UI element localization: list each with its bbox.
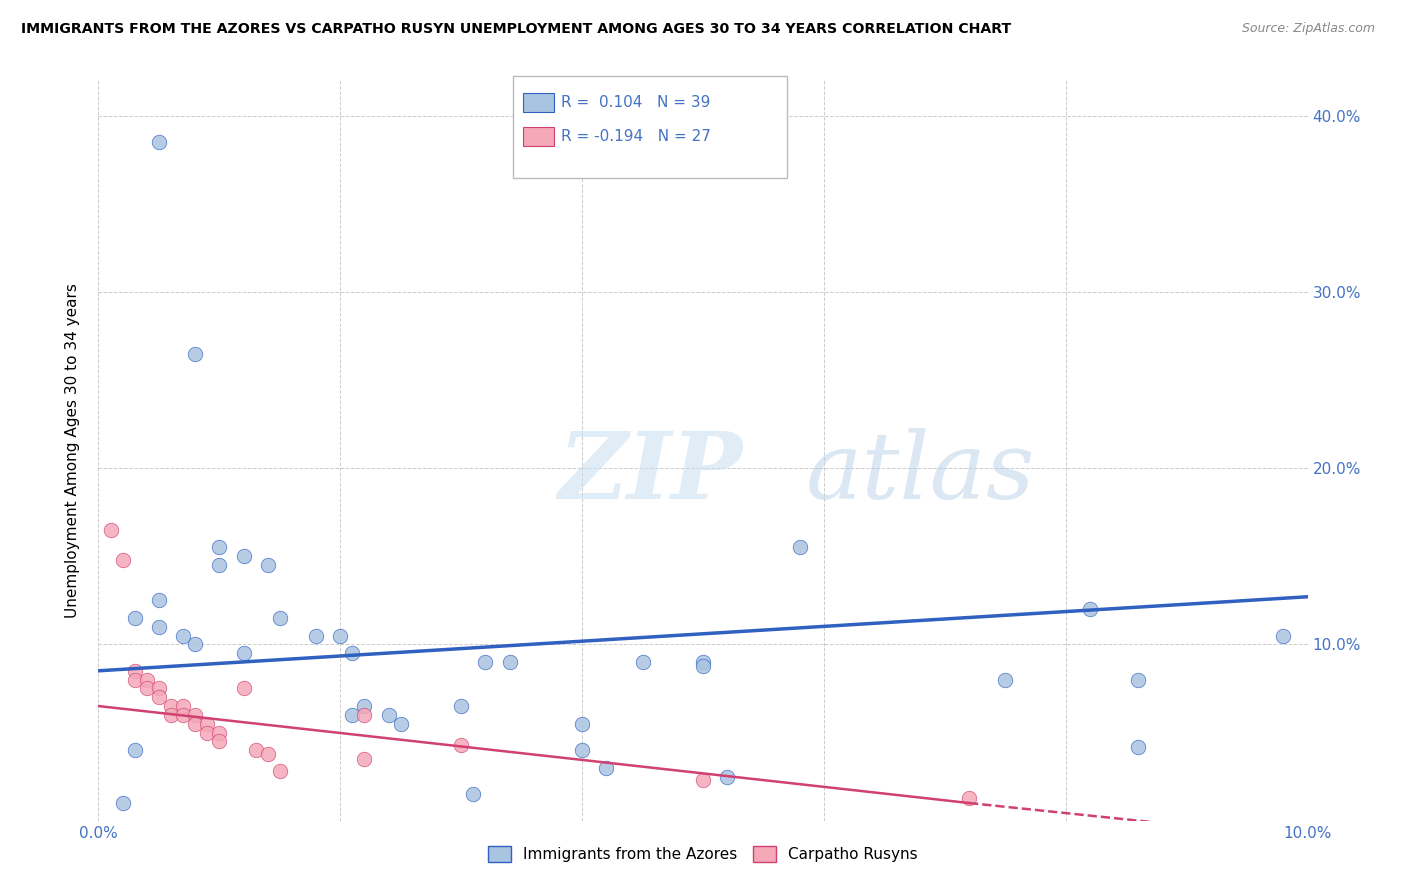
Point <box>135 681 157 696</box>
Point <box>994 673 1017 687</box>
Point <box>208 734 231 748</box>
Point <box>184 346 207 360</box>
Point <box>353 699 375 714</box>
Point <box>148 690 170 705</box>
Point <box>256 747 278 761</box>
Point <box>342 646 364 660</box>
Point <box>124 611 146 625</box>
Point <box>160 699 183 714</box>
Y-axis label: Unemployment Among Ages 30 to 34 years: Unemployment Among Ages 30 to 34 years <box>65 283 80 618</box>
Point <box>208 541 231 555</box>
Point <box>124 743 146 757</box>
Point <box>389 716 412 731</box>
Point <box>789 541 811 555</box>
Point <box>1128 673 1150 687</box>
Text: atlas: atlas <box>806 427 1035 517</box>
Point <box>595 761 617 775</box>
Point <box>172 628 194 642</box>
Point <box>184 707 207 722</box>
Point <box>571 716 593 731</box>
Point <box>450 699 472 714</box>
Point <box>100 523 122 537</box>
Point <box>353 707 375 722</box>
Text: ZIP: ZIP <box>558 427 742 517</box>
Point <box>124 673 146 687</box>
Point <box>135 673 157 687</box>
Point <box>184 716 207 731</box>
Point <box>245 743 267 757</box>
Point <box>184 637 207 651</box>
Point <box>571 743 593 757</box>
Point <box>160 707 183 722</box>
Point <box>692 655 714 669</box>
Point <box>353 752 375 766</box>
Point <box>232 681 254 696</box>
Point <box>111 553 134 567</box>
Point <box>208 558 231 572</box>
Point <box>957 790 980 805</box>
Text: IMMIGRANTS FROM THE AZORES VS CARPATHO RUSYN UNEMPLOYMENT AMONG AGES 30 TO 34 YE: IMMIGRANTS FROM THE AZORES VS CARPATHO R… <box>21 22 1011 37</box>
Text: R =  0.104   N = 39: R = 0.104 N = 39 <box>561 95 710 110</box>
Point <box>256 558 278 572</box>
Point <box>148 135 170 149</box>
Text: R = -0.194   N = 27: R = -0.194 N = 27 <box>561 129 711 144</box>
Point <box>450 738 472 752</box>
Point <box>269 764 291 779</box>
Point <box>195 716 218 731</box>
Point <box>631 655 654 669</box>
Point <box>377 707 399 722</box>
Point <box>1272 628 1295 642</box>
Point <box>232 646 254 660</box>
Point <box>148 593 170 607</box>
Point <box>329 628 352 642</box>
Legend: Immigrants from the Azores, Carpatho Rusyns: Immigrants from the Azores, Carpatho Rus… <box>482 840 924 869</box>
Point <box>305 628 328 642</box>
Point <box>172 707 194 722</box>
Point <box>1078 602 1101 616</box>
Point <box>1128 739 1150 754</box>
Point <box>111 796 134 810</box>
Point <box>148 620 170 634</box>
Point <box>269 611 291 625</box>
Point <box>692 658 714 673</box>
Point <box>208 725 231 739</box>
Point <box>195 725 218 739</box>
Point <box>498 655 520 669</box>
Point <box>716 770 738 784</box>
Text: Source: ZipAtlas.com: Source: ZipAtlas.com <box>1241 22 1375 36</box>
Point <box>463 787 485 801</box>
Point <box>148 681 170 696</box>
Point <box>232 549 254 564</box>
Point <box>124 664 146 678</box>
Point <box>474 655 496 669</box>
Point <box>692 773 714 788</box>
Point <box>172 699 194 714</box>
Point <box>342 707 364 722</box>
